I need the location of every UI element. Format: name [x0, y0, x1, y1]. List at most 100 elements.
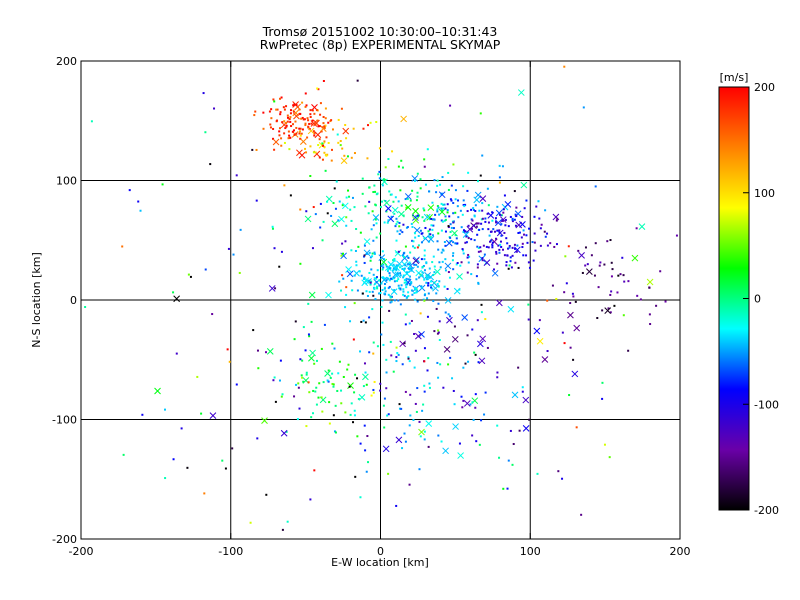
echo-point — [601, 381, 604, 384]
echo-point — [362, 385, 365, 388]
echo-point — [331, 342, 334, 345]
echo-cross-marker — [411, 175, 419, 182]
echo-point — [402, 214, 405, 217]
echo-point — [305, 373, 308, 376]
echo-point — [304, 105, 307, 108]
echo-point — [414, 349, 417, 352]
echo-point — [603, 263, 606, 266]
echo-point — [312, 130, 315, 133]
echo-point — [444, 244, 447, 247]
echo-point — [318, 156, 321, 159]
echo-point — [299, 113, 302, 116]
echo-point — [425, 278, 428, 281]
echo-point — [436, 361, 439, 364]
echo-point — [279, 111, 282, 114]
colorbar-tick-label: 0 — [754, 293, 761, 306]
echo-point — [309, 109, 312, 112]
echo-point — [313, 469, 316, 472]
echo-point — [308, 335, 311, 338]
echo-point — [410, 222, 413, 225]
echo-point — [382, 276, 385, 279]
echo-point — [405, 271, 408, 274]
echo-cross-marker — [425, 420, 433, 427]
echo-point — [498, 251, 501, 254]
echo-point — [451, 377, 454, 380]
echo-point — [164, 408, 167, 411]
echo-point — [435, 292, 438, 295]
echo-point — [409, 393, 412, 396]
echo-point — [313, 362, 316, 365]
echo-point — [568, 394, 571, 397]
echo-point — [276, 108, 279, 111]
y-tick-label: -100 — [52, 414, 77, 427]
echo-point — [416, 265, 419, 268]
echo-point — [429, 280, 432, 283]
echo-point — [426, 297, 429, 300]
echo-point — [404, 323, 407, 326]
echo-point — [575, 426, 578, 429]
echo-point — [403, 267, 406, 270]
echo-point — [402, 252, 405, 255]
echo-point — [310, 416, 313, 419]
echo-point — [330, 119, 333, 122]
echo-point — [336, 133, 339, 136]
echo-point — [517, 266, 520, 269]
echo-point — [443, 240, 446, 243]
echo-point — [623, 280, 626, 283]
echo-cross-marker — [438, 191, 446, 199]
echo-point — [379, 232, 382, 235]
echo-point — [528, 418, 531, 421]
echo-point — [386, 270, 389, 273]
echo-point — [480, 311, 483, 314]
echo-point — [418, 276, 421, 279]
echo-cross-marker — [403, 270, 411, 277]
echo-point — [128, 189, 131, 192]
echo-point — [371, 255, 374, 258]
echo-point — [320, 130, 323, 133]
echo-point — [345, 224, 348, 227]
echo-point — [479, 112, 482, 115]
echo-point — [390, 215, 393, 218]
echo-point — [372, 224, 375, 227]
echo-point — [512, 443, 515, 446]
echo-point — [437, 206, 440, 209]
echo-cross-marker — [573, 324, 581, 332]
echo-point — [315, 386, 318, 389]
echo-point — [418, 468, 421, 471]
echo-cross-marker — [394, 249, 402, 257]
echo-point — [507, 267, 510, 270]
echo-point — [387, 268, 390, 271]
echo-point — [335, 180, 338, 183]
echo-point — [462, 203, 465, 206]
echo-point — [334, 431, 337, 434]
echo-point — [338, 200, 341, 203]
echo-point — [393, 280, 396, 283]
echo-point — [370, 394, 373, 397]
echo-point — [304, 92, 307, 95]
echo-point — [273, 148, 276, 151]
echo-point — [543, 230, 546, 233]
echo-point — [285, 124, 288, 127]
echo-point — [391, 150, 394, 153]
echo-point — [408, 275, 411, 278]
echo-point — [388, 285, 391, 288]
echo-point — [355, 227, 358, 230]
echo-point — [394, 196, 397, 199]
echo-point — [538, 319, 541, 322]
echo-point — [423, 219, 426, 222]
echo-point — [437, 434, 440, 437]
echo-point — [239, 228, 242, 231]
echo-point — [510, 266, 513, 269]
echo-point — [420, 285, 423, 288]
echo-point — [375, 277, 378, 280]
echo-point — [399, 274, 402, 277]
echo-point — [202, 92, 205, 95]
echo-point — [291, 130, 294, 133]
echo-point — [342, 375, 345, 378]
echo-point — [462, 185, 465, 188]
echo-point — [373, 277, 376, 280]
echo-point — [357, 397, 360, 400]
echo-point — [408, 322, 411, 325]
echo-point — [390, 354, 393, 357]
echo-point — [496, 371, 499, 374]
